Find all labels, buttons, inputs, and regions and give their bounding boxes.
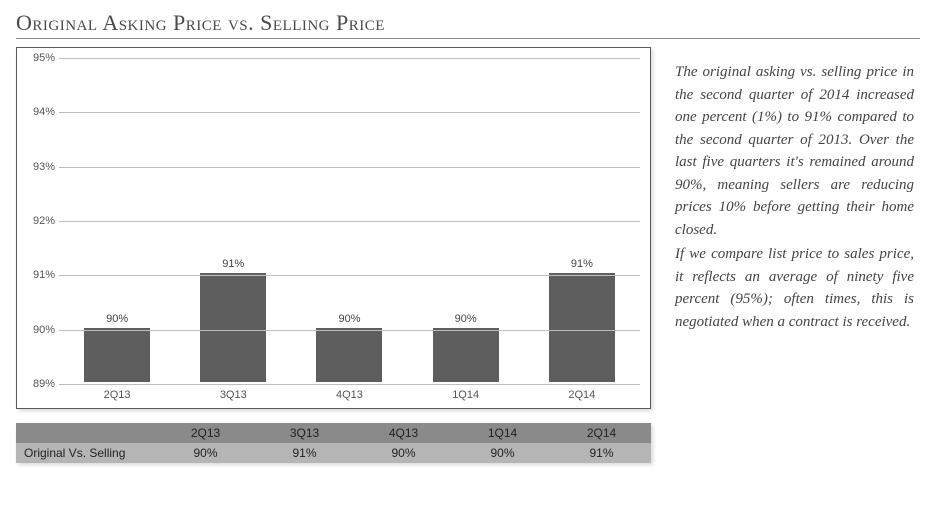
chart-xtick-label: 3Q13 [198,389,268,401]
chart-bar-value-label: 90% [455,313,477,325]
commentary-paragraph: The original asking vs. selling price in… [675,61,914,241]
chart-ytick-label: 91% [17,269,55,281]
chart-bar-value-label: 90% [338,313,360,325]
table-cell: 91% [552,443,651,463]
table-row-label: Original Vs. Selling [16,443,156,463]
bar-chart: 90% 91% 90% 90% 91% 2Q13 3Q13 4Q13 1Q14 2Q14 89%… [16,47,651,409]
table-header-cell: 2Q13 [156,423,255,443]
chart-ytick-label: 95% [17,52,55,64]
table-header-cell: 4Q13 [354,423,453,443]
chart-xtick-label: 4Q13 [314,389,384,401]
chart-bar-slot: 91% [547,58,617,382]
chart-gridline [59,384,640,385]
table-header-blank [16,423,156,443]
chart-ytick-label: 94% [17,106,55,118]
table-header-cell: 3Q13 [255,423,354,443]
chart-bar-slot: 90% [314,58,384,382]
chart-bar-slot: 90% [82,58,152,382]
table-header-cell: 2Q14 [552,423,651,443]
chart-gridline [59,58,640,59]
main-layout: 90%91%90%90%91% 2Q133Q134Q131Q142Q14 89%… [16,47,920,463]
table-header-row: 2Q13 3Q13 4Q13 1Q14 2Q14 [16,423,651,443]
table-header-cell: 1Q14 [453,423,552,443]
table-cell: 90% [354,443,453,463]
chart-xtick-label: 2Q14 [547,389,617,401]
chart-bar [433,328,499,382]
chart-gridline [59,330,640,331]
chart-gridline [59,167,640,168]
chart-bar [200,273,266,382]
commentary-paragraph: If we compare list price to sales price,… [675,243,914,333]
commentary: The original asking vs. selling price in… [675,47,920,463]
chart-bar [549,273,615,382]
chart-bar-value-label: 91% [222,258,244,270]
chart-xtick-label: 1Q14 [431,389,501,401]
chart-ytick-label: 92% [17,215,55,227]
chart-ytick-label: 89% [17,378,55,390]
table-row: Original Vs. Selling 90% 91% 90% 90% 91% [16,443,651,463]
chart-bar-slot: 91% [198,58,268,382]
chart-bar-value-label: 91% [571,258,593,270]
page-title: Original Asking Price vs. Selling Price [16,10,920,39]
chart-bars: 90% 91% 90% 90% 91% [59,58,640,382]
chart-bar [316,328,382,382]
chart-xaxis: 2Q13 3Q13 4Q13 1Q14 2Q14 [59,382,640,408]
table-cell: 91% [255,443,354,463]
chart-bar-value-label: 90% [106,313,128,325]
chart-ytick-label: 93% [17,161,55,173]
chart-bar-slot: 90% [431,58,501,382]
table-cell: 90% [156,443,255,463]
left-column: 90%91%90%90%91% 2Q133Q134Q131Q142Q14 89%… [16,47,651,463]
table-cell: 90% [453,443,552,463]
chart-bar [84,328,150,382]
data-table: 2Q13 3Q13 4Q13 1Q14 2Q14 Original Vs. Se… [16,423,651,463]
chart-ytick-label: 90% [17,324,55,336]
chart-xtick-label: 2Q13 [82,389,152,401]
chart-gridline [59,275,640,276]
chart-gridline [59,221,640,222]
chart-gridline [59,112,640,113]
